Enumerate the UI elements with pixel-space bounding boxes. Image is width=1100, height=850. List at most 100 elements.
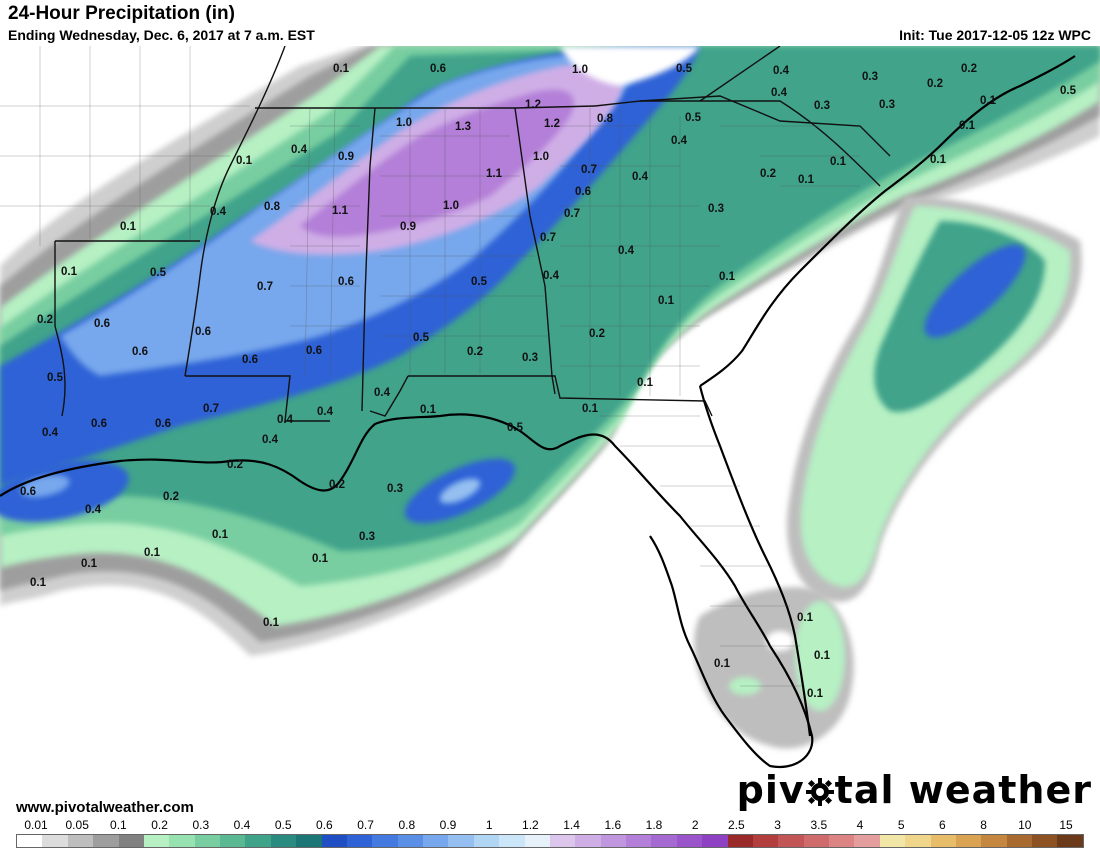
precip-value-label: 0.5 xyxy=(47,372,64,384)
legend-swatch xyxy=(397,835,423,847)
legend-tick-label: 0.7 xyxy=(357,818,374,832)
precip-value-label: 1.0 xyxy=(572,64,588,76)
precip-value-label: 0.2 xyxy=(589,328,605,340)
legend-tick-label: 0.6 xyxy=(316,818,333,832)
precip-value-label: 0.3 xyxy=(522,352,538,364)
legend-swatch xyxy=(829,835,855,847)
precip-value-labels: 0.1 0.6 1.0 0.5 0.4 0.3 0.2 0.2 0.4 0.3 0.3 0.1 0.5 1… xyxy=(20,63,1077,700)
precip-value-label: 1.2 xyxy=(525,99,541,111)
legend-swatch xyxy=(854,835,880,847)
precip-value-label: 0.3 xyxy=(708,203,724,215)
precip-value-label: 0.1 xyxy=(830,156,847,168)
valid-time-subtitle: Ending Wednesday, Dec. 6, 2017 at 7 a.m.… xyxy=(8,27,315,43)
legend-swatch xyxy=(955,835,982,847)
legend-swatch xyxy=(651,835,677,847)
precip-value-label: 1.2 xyxy=(544,118,560,130)
legend-swatch xyxy=(981,835,1007,847)
precipitation-map[interactable]: 0.1 0.6 1.0 0.5 0.4 0.3 0.2 0.2 0.4 0.3 0.3 0.1 0.5 1… xyxy=(0,46,1100,816)
precip-value-label: 0.1 xyxy=(959,120,976,132)
precip-value-label: 0.2 xyxy=(961,63,977,75)
precip-value-label: 0.1 xyxy=(333,63,350,75)
precip-value-label: 0.6 xyxy=(242,354,258,366)
precip-value-label: 0.2 xyxy=(329,479,345,491)
precip-value-label: 0.4 xyxy=(210,206,227,218)
precip-value-label: 0.1 xyxy=(798,174,815,186)
legend-swatch xyxy=(499,835,525,847)
legend-swatch xyxy=(600,835,626,847)
legend-tick-label: 1.2 xyxy=(522,818,539,832)
legend-tick-label: 0.8 xyxy=(398,818,416,832)
precip-value-label: 0.6 xyxy=(155,418,171,430)
precip-value-label: 0.1 xyxy=(714,658,731,670)
precip-value-label: 0.1 xyxy=(61,266,78,278)
precip-value-label: 0.3 xyxy=(359,531,375,543)
precip-value-label: 0.7 xyxy=(581,164,597,176)
website-link[interactable]: www.pivotalweather.com xyxy=(16,799,194,816)
logo-text-before: piv xyxy=(736,768,805,812)
legend-swatch xyxy=(549,835,576,847)
precip-value-label: 0.6 xyxy=(91,418,107,430)
precip-value-label: 0.6 xyxy=(430,63,446,75)
legend-swatch xyxy=(752,835,779,847)
legend-swatch xyxy=(17,835,43,847)
precip-value-label: 1.0 xyxy=(396,117,412,129)
legend-swatch xyxy=(1006,835,1032,847)
legend-swatch xyxy=(473,835,500,847)
precip-value-label: 0.4 xyxy=(317,406,334,418)
legend-tick-label: 3 xyxy=(774,818,781,832)
legend-tick-label: 5 xyxy=(897,818,905,832)
legend-tick-label: 0.5 xyxy=(274,818,292,832)
precip-value-label: 0.3 xyxy=(814,100,830,112)
legend-swatch xyxy=(67,835,94,847)
legend-swatch xyxy=(448,835,474,847)
gear-icon xyxy=(805,768,835,812)
precip-value-label: 0.1 xyxy=(212,529,229,541)
legend-tick-label: 0.9 xyxy=(439,818,457,832)
coastline xyxy=(0,55,1076,769)
precip-value-label: 0.4 xyxy=(618,245,635,257)
precip-value-label: 0.8 xyxy=(597,113,614,125)
precip-shading xyxy=(0,46,1100,749)
precip-value-label: 0.2 xyxy=(163,491,179,503)
legend-swatch xyxy=(1057,835,1083,847)
precip-value-label: 0.1 xyxy=(637,377,654,389)
precip-value-label: 0.6 xyxy=(94,318,110,330)
legend-tick-label: 0.3 xyxy=(192,818,210,832)
legend-swatch xyxy=(118,835,144,847)
legend-swatch xyxy=(879,835,906,847)
precip-value-label: 0.4 xyxy=(42,427,59,439)
precip-value-label: 0.1 xyxy=(814,650,831,662)
precip-value-label: 0.6 xyxy=(132,346,148,358)
precip-value-label: 0.4 xyxy=(632,171,649,183)
precip-value-label: 0.6 xyxy=(306,345,322,357)
precip-value-label: 0.6 xyxy=(575,186,591,198)
precip-value-label: 0.3 xyxy=(387,483,403,495)
legend-tick-label: 10 xyxy=(1018,818,1032,832)
legend-swatch xyxy=(626,835,652,847)
legend-tick-label: 3.5 xyxy=(810,818,828,832)
legend-swatch xyxy=(803,835,829,847)
precip-value-label: 1.3 xyxy=(455,121,471,133)
legend-tick-label: 0.1 xyxy=(110,818,127,832)
precip-value-label: 0.4 xyxy=(291,144,308,156)
legend-swatch xyxy=(93,835,119,847)
legend-swatch xyxy=(42,835,68,847)
precip-value-label: 0.1 xyxy=(263,617,280,629)
precip-value-label: 0.1 xyxy=(144,547,161,559)
legend-swatch xyxy=(727,835,753,847)
precip-value-label: 0.9 xyxy=(338,151,354,163)
legend-tick-labels: 0.01 0.05 0.1 0.2 0.3 0.4 0.5 0.6 0.7 0.8 0.9 1 1.2 1… xyxy=(0,818,1100,834)
legend-swatch xyxy=(321,835,347,847)
precip-value-label: 0.2 xyxy=(37,314,53,326)
logo-text-after: tal weather xyxy=(834,768,1092,812)
precip-value-label: 0.5 xyxy=(676,63,693,75)
precip-value-label: 1.1 xyxy=(332,205,349,217)
precip-value-label: 1.0 xyxy=(443,200,459,212)
page-title: 24-Hour Precipitation (in) xyxy=(8,3,235,24)
precip-value-label: 0.5 xyxy=(1060,85,1077,97)
precip-value-label: 0.4 xyxy=(277,414,294,426)
precip-value-label: 0.4 xyxy=(671,135,688,147)
precip-value-label: 0.8 xyxy=(264,201,281,213)
legend-swatch xyxy=(296,835,322,847)
precip-value-label: 0.4 xyxy=(771,87,788,99)
